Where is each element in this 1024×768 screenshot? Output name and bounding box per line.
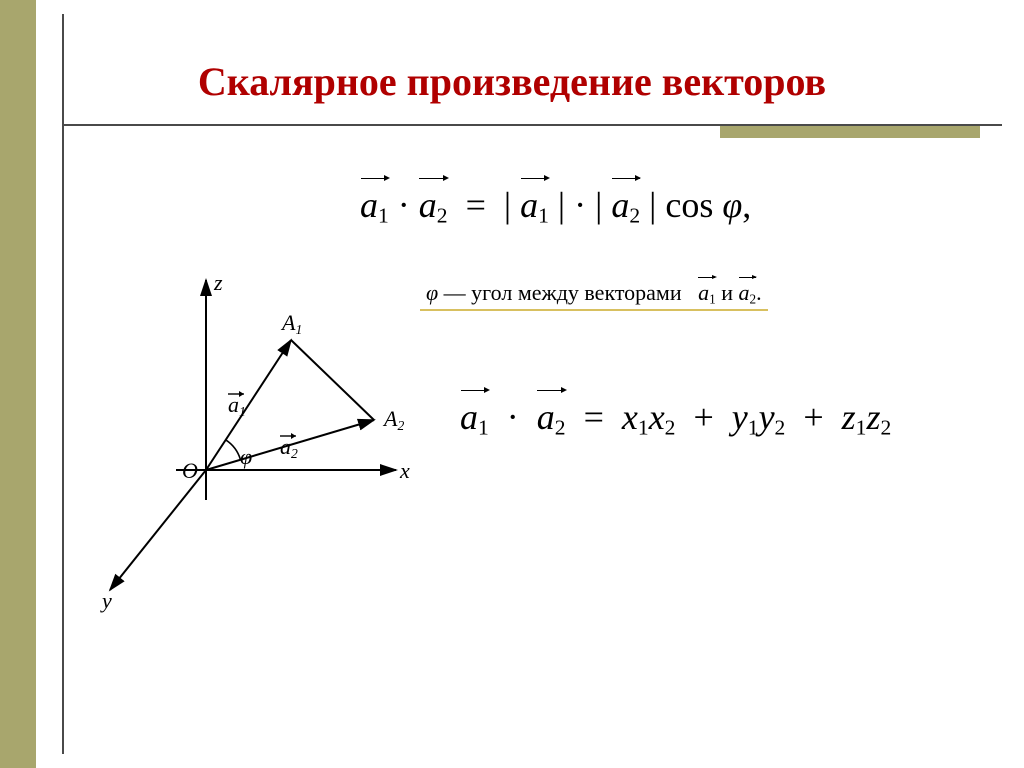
svg-text:A2: A2	[382, 406, 404, 433]
vector-diagram: x z y Oa1 a2 A1 A2 φ	[96, 260, 436, 620]
svg-text:a1: a1	[228, 392, 246, 419]
svg-text:z: z	[213, 270, 223, 295]
svg-text:y: y	[100, 588, 112, 613]
angle-note: φ — угол между векторами a1 и a2.	[420, 278, 768, 311]
vertical-rule	[62, 14, 64, 754]
svg-text:x: x	[399, 458, 410, 483]
svg-text:a2: a2	[280, 434, 298, 461]
svg-text:O: O	[182, 458, 198, 483]
vector-diagram-svg: x z y Oa1 a2 A1 A2 φ	[96, 260, 436, 620]
page-title: Скалярное произведение векторов	[0, 58, 1024, 105]
horizontal-rule-accent	[720, 126, 980, 138]
slide: Скалярное произведение векторов a1 · a2 …	[0, 0, 1024, 768]
svg-text:φ: φ	[240, 444, 252, 469]
formula-magnitude: a1 · a2 = | a1 | · | a2 | cos φ,	[360, 184, 751, 228]
svg-text:A1: A1	[280, 310, 302, 337]
left-accent-bar	[0, 0, 36, 768]
formula-coords: a1 · a2 = x1x2 + y1y2 + z1z2	[460, 396, 891, 440]
